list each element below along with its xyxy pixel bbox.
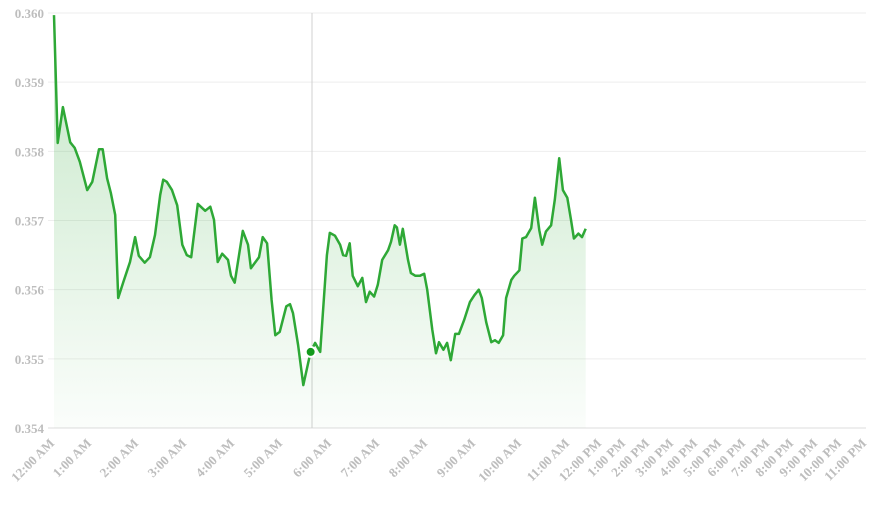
hover-point[interactable] xyxy=(304,345,317,358)
y-tick-label: 0.356 xyxy=(15,283,45,298)
y-tick-label: 0.354 xyxy=(15,421,45,436)
area-fill xyxy=(54,15,586,428)
x-tick-label: 2:00 AM xyxy=(97,436,142,481)
y-tick-label: 0.357 xyxy=(15,214,45,229)
x-tick-label: 7:00 AM xyxy=(338,436,383,481)
y-tick-label: 0.358 xyxy=(15,144,45,159)
x-tick-label: 4:00 AM xyxy=(193,436,238,481)
y-axis: 0.354 0.355 0.356 0.357 0.358 0.359 0.360 xyxy=(15,6,45,436)
x-tick-label: 3:00 AM xyxy=(145,436,190,481)
x-tick-label: 5:00 AM xyxy=(241,436,286,481)
x-tick-label: 8:00 AM xyxy=(386,436,431,481)
x-tick-label: 9:00 AM xyxy=(434,436,479,481)
y-tick-label: 0.359 xyxy=(15,75,45,90)
y-tick-label: 0.360 xyxy=(15,6,44,21)
y-tick-label: 0.355 xyxy=(15,352,45,367)
x-axis: 12:00 AM1:00 AM 2:00 AM 3:00 AM 4:00 AM 5:00… xyxy=(8,436,869,485)
x-tick-label: 1:00 AM xyxy=(50,436,95,481)
series-line[interactable] xyxy=(52,15,587,387)
x-tick-label: 10:00 AM xyxy=(475,436,524,485)
x-tick-label: 6:00 AM xyxy=(290,436,335,481)
x-tick-label: 12:00 AM xyxy=(8,436,57,485)
